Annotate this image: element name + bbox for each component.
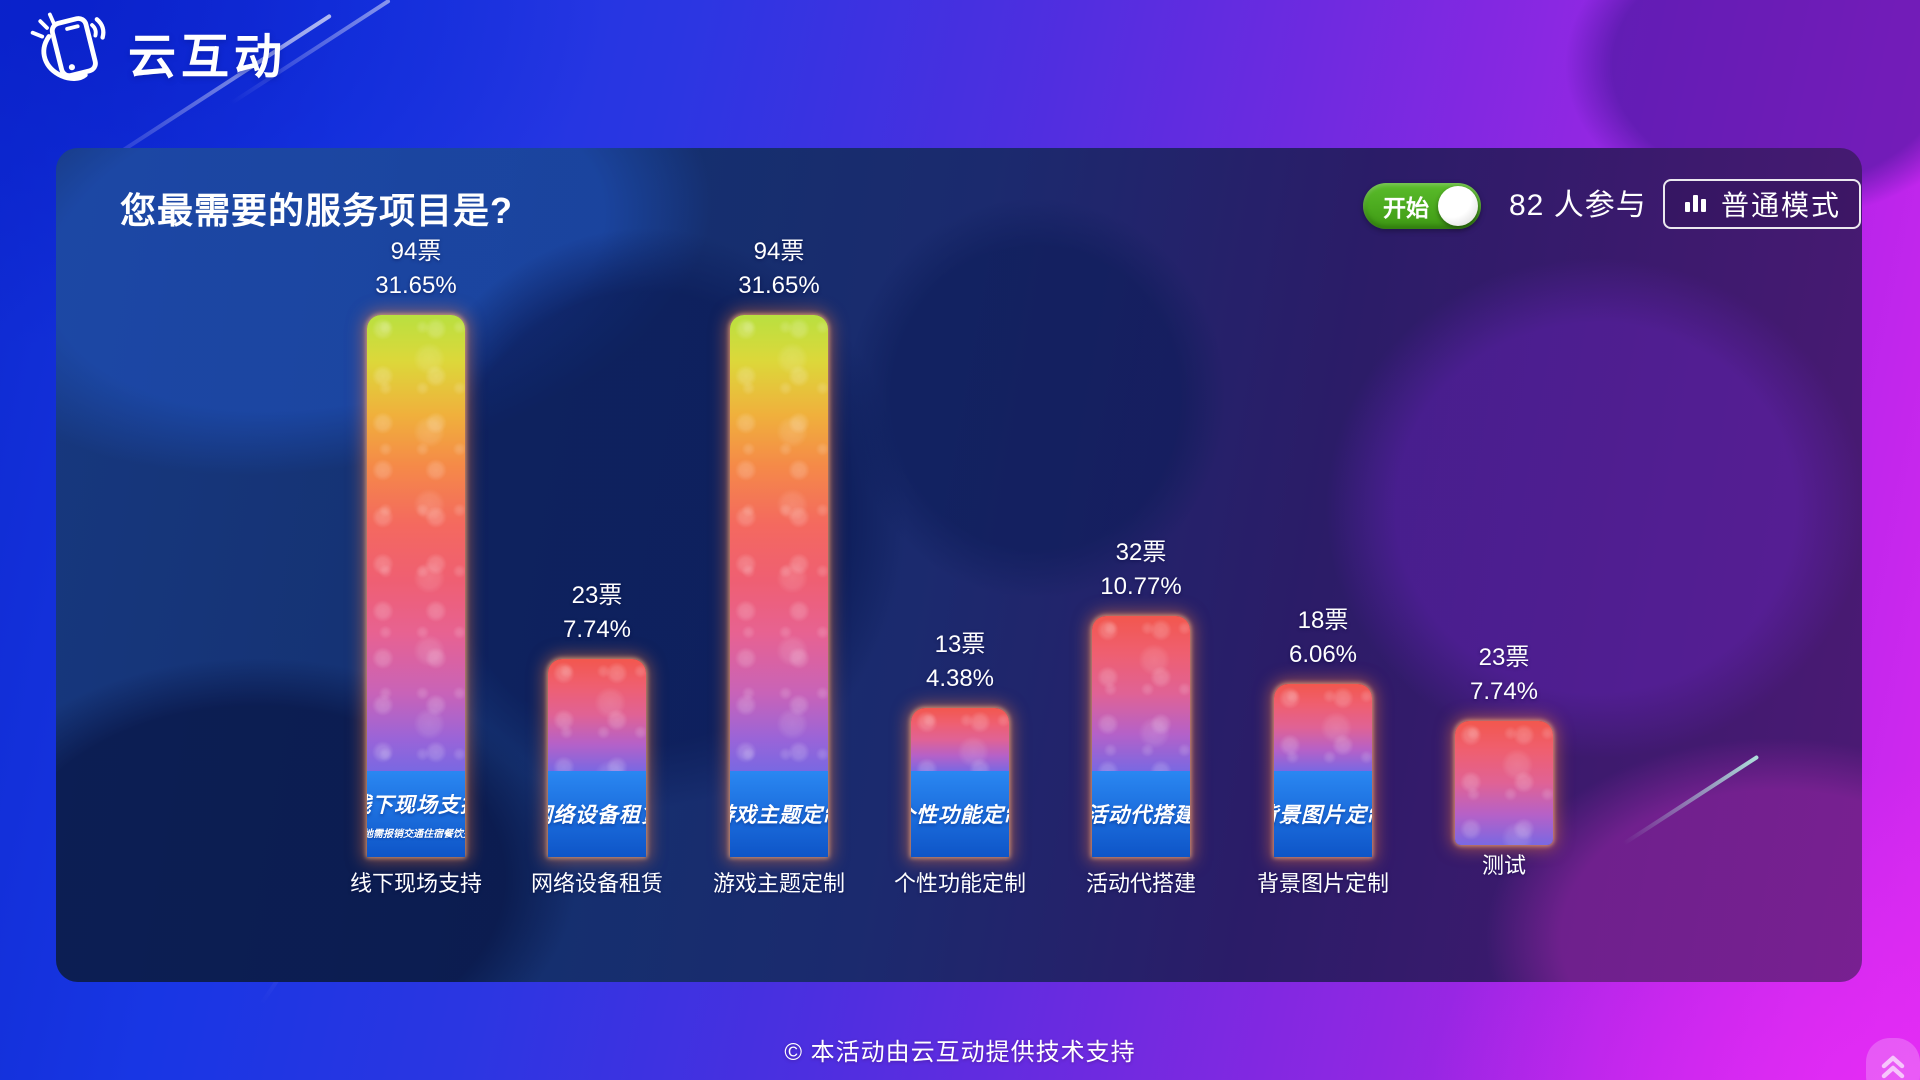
bar-column-2: 23票 7.74% 网络设备租赁网络设备租赁 [506,148,688,896]
bar-fill [1274,684,1372,771]
bar-value-labels: 32票 10.77% [1100,536,1181,604]
category-label: 线下现场支持 [349,871,482,896]
vote-count-label: 94票 [390,238,442,265]
bar-fill [548,659,646,771]
hand-holding-phone-icon [24,10,116,93]
bar-column-6: 18票 6.06% 背景图片定制背景图片定制 [1232,148,1414,896]
bar: 背景图片定制 [1274,684,1372,857]
footer-credit: © 本活动由云互动提供技术支持 [784,1039,1136,1066]
start-toggle[interactable]: 开始 [1363,183,1481,229]
bar-value-labels: 18票 6.06% [1289,604,1357,672]
bar-fill [730,315,828,771]
poll-question-title: 您最需要的服务项目是? [120,190,513,231]
vote-count-label: 23票 [1478,644,1530,671]
bar-value-labels: 23票 7.74% [1470,641,1538,709]
toggle-knob[interactable] [1438,186,1478,226]
vote-percent-label: 7.74% [562,616,632,643]
bar-value-labels: 94票 31.65% [738,235,819,303]
bar-band-label: 背景图片定制 [1274,804,1372,827]
scroll-to-top-button[interactable] [1866,1038,1920,1080]
yunhudong-logo: 云互动 [24,10,287,93]
bar-band-label: 个性功能定制 [911,804,1009,827]
category-label: 测试 [1481,853,1526,878]
normal-mode-label: 普通模式 [1721,190,1842,221]
bar-column-3: 94票 31.65% 游戏主题定制游戏主题定制 [688,148,870,896]
normal-mode-button[interactable]: 普通模式 [1663,179,1862,229]
bar-label-band: 背景图片定制 [1274,771,1372,857]
bar-fill [1455,721,1553,845]
logo-text: 云互动 [128,30,288,84]
bar-label-band: 个性功能定制 [911,771,1009,857]
bar-value-labels: 23票 7.74% [563,579,631,647]
double-chevron-up-icon [1878,1054,1908,1080]
vote-percent-label: 31.65% [375,272,457,299]
bar: 活动代搭建 [1092,616,1190,857]
category-label: 游戏主题定制 [712,871,845,896]
bar-fill [911,708,1009,771]
bar-band-note: *异地需报销交通住宿餐饮费用 [367,828,465,840]
bar-label-band: 游戏主题定制 [730,771,828,857]
bar-label-band: 线下现场支持 *异地需报销交通住宿餐饮费用 [367,771,465,857]
category-label: 活动代搭建 [1085,871,1196,896]
start-toggle-label: 开始 [1383,195,1429,221]
bar [1455,721,1553,845]
vote-percent-label: 10.77% [1100,573,1182,600]
vote-percent-label: 7.74% [1469,678,1539,705]
bar-fill [1092,616,1190,771]
bar-fill [367,315,465,771]
vote-count-label: 18票 [1297,607,1349,634]
bar-value-labels: 94票 31.65% [375,235,456,303]
bar: 个性功能定制 [911,708,1009,857]
poll-panel: 您最需要的服务项目是? 开始 82 人参与 普通模式 94票 31.65% 线下现场… [56,148,1862,982]
bar: 线下现场支持 *异地需报销交通住宿餐饮费用 [367,315,465,857]
bar-chart: 94票31.65%线下现场支持*异地需报销交通住宿餐饮费用线下现场支持23票7.… [56,148,1862,896]
bar-band-label: 活动代搭建 [1092,804,1190,827]
category-label: 背景图片定制 [1256,871,1389,896]
bar: 网络设备租赁 [548,659,646,857]
bar-band-label: 网络设备租赁 [548,804,646,827]
bar-chart-icon [1683,188,1709,221]
vote-percent-label: 4.38% [925,665,995,692]
bar-column-4: 13票 4.38% 个性功能定制个性功能定制 [869,148,1051,896]
vote-count-label: 13票 [934,631,986,658]
bar-value-labels: 13票 4.38% [926,628,994,696]
vote-count-label: 94票 [753,238,805,265]
vote-percent-label: 6.06% [1288,641,1358,668]
vote-count-label: 32票 [1115,539,1167,566]
category-label: 网络设备租赁 [530,871,663,896]
bar-band-label: 游戏主题定制 [730,804,828,827]
bar-column-7: 23票 7.74% 测试 [1413,148,1595,878]
bar-band-label: 线下现场支持 [367,793,465,817]
category-label: 个性功能定制 [893,871,1026,896]
bar-label-band: 网络设备租赁 [548,771,646,857]
bar: 游戏主题定制 [730,315,828,857]
vote-percent-label: 31.65% [738,272,820,299]
vote-count-label: 23票 [571,582,623,609]
bar-label-band: 活动代搭建 [1092,771,1190,857]
participant-count: 82 人参与 [1509,189,1647,222]
